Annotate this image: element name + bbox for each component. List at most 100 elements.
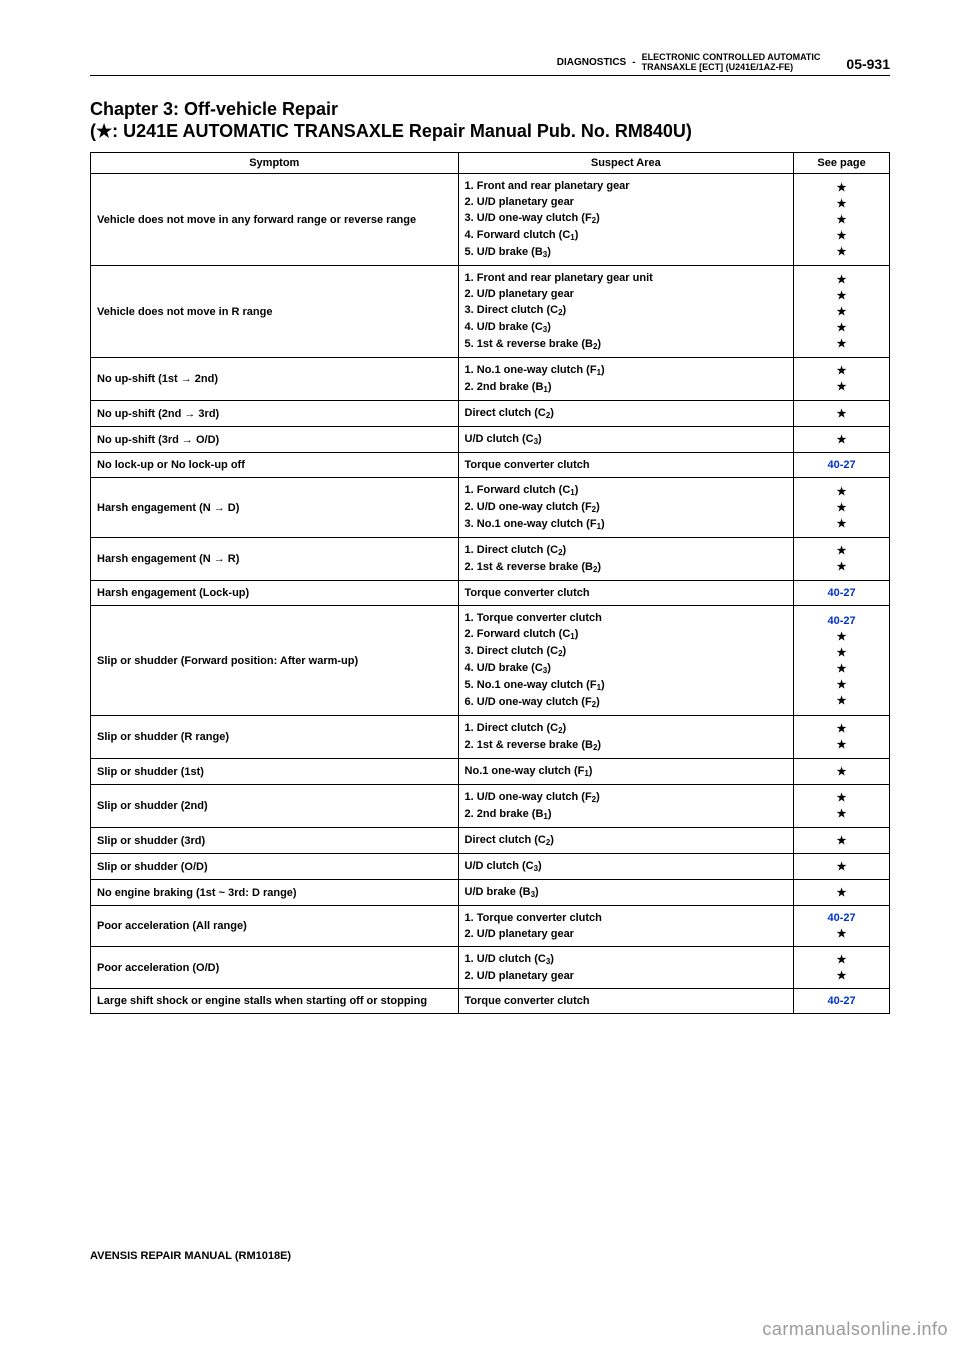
- chapter-line-1: Chapter 3: Off-vehicle Repair: [90, 98, 890, 120]
- table-row: Large shift shock or engine stalls when …: [91, 989, 890, 1014]
- star-icon: ★: [800, 406, 883, 422]
- star-icon: ★: [800, 926, 883, 942]
- star-icon: ★: [800, 484, 883, 500]
- suspect-item: 1. Front and rear planetary gear: [465, 178, 788, 194]
- star-icon: ★: [800, 952, 883, 968]
- page-ref-link[interactable]: 40-27: [800, 457, 883, 473]
- star-icon: ★: [800, 379, 883, 395]
- page-ref-link[interactable]: 40-27: [800, 910, 883, 926]
- star-icon: ★: [800, 432, 883, 448]
- star-icon: ★: [800, 543, 883, 559]
- symptom-cell: No up-shift (2nd → 3rd): [91, 401, 459, 427]
- suspect-item: Direct clutch (C2): [465, 405, 788, 422]
- suspect-item: 3. Direct clutch (C2): [465, 302, 788, 319]
- star-icon: ★: [800, 212, 883, 228]
- page-ref-link[interactable]: 40-27: [800, 613, 883, 629]
- page-ref-link[interactable]: 40-27: [800, 585, 883, 601]
- suspect-item: 1. Torque converter clutch: [465, 610, 788, 626]
- header-right: ELECTRONIC CONTROLLED AUTOMATIC TRANSAXL…: [642, 52, 821, 72]
- table-row: No up-shift (3rd → O/D)U/D clutch (C3)★: [91, 427, 890, 453]
- star-icon: ★: [800, 721, 883, 737]
- suspect-cell: 1. Forward clutch (C1)2. U/D one-way clu…: [458, 478, 794, 538]
- symptom-cell: Harsh engagement (N → D): [91, 478, 459, 538]
- suspect-item: Direct clutch (C2): [465, 832, 788, 849]
- table-row: Slip or shudder (Forward position: After…: [91, 606, 890, 716]
- table-row: Slip or shudder (O/D) U/D clutch (C3) ★: [91, 854, 890, 880]
- star-icon: ★: [800, 859, 883, 875]
- star-icon: ★: [800, 320, 883, 336]
- suspect-cell: 1. Direct clutch (C2)2. 1st & reverse br…: [458, 538, 794, 581]
- table-row: No engine braking (1st ~ 3rd: D range)U/…: [91, 880, 890, 906]
- suspect-item: 3. U/D one-way clutch (F2): [465, 210, 788, 227]
- star-icon: ★: [800, 244, 883, 260]
- page-cell: 40-27: [794, 581, 890, 606]
- suspect-item: 2. 2nd brake (B1): [465, 806, 788, 823]
- suspect-item: 2. U/D planetary gear: [465, 926, 788, 942]
- page-cell: ★★: [794, 358, 890, 401]
- symptom-cell: Harsh engagement (Lock-up): [91, 581, 459, 606]
- page-cell: ★★: [794, 947, 890, 989]
- suspect-item: 5. U/D brake (B3): [465, 244, 788, 261]
- star-icon: ★: [800, 629, 883, 645]
- suspect-item: 4. Forward clutch (C1): [465, 227, 788, 244]
- symptom-cell: Harsh engagement (N → R): [91, 538, 459, 581]
- page-cell: ★: [794, 759, 890, 785]
- page-header: DIAGNOSTICS - ELECTRONIC CONTROLLED AUTO…: [90, 52, 890, 76]
- suspect-cell: 1. U/D one-way clutch (F2)2. 2nd brake (…: [458, 785, 794, 828]
- table-row: Harsh engagement (N → R)1. Direct clutch…: [91, 538, 890, 581]
- page-cell: ★: [794, 427, 890, 453]
- suspect-item: 4. U/D brake (C3): [465, 660, 788, 677]
- suspect-item: 2. 1st & reverse brake (B2): [465, 559, 788, 576]
- chapter-heading: Chapter 3: Off-vehicle Repair (★: U241E …: [90, 98, 890, 142]
- page-ref-link[interactable]: 40-27: [800, 993, 883, 1009]
- table-row: No up-shift (1st → 2nd)1. No.1 one-way c…: [91, 358, 890, 401]
- suspect-cell: 1. Direct clutch (C2)2. 1st & reverse br…: [458, 716, 794, 759]
- symptom-cell: Slip or shudder (O/D): [91, 854, 459, 880]
- suspect-cell: Torque converter clutch: [458, 581, 794, 606]
- suspect-item: 2. Forward clutch (C1): [465, 626, 788, 643]
- symptom-cell: Slip or shudder (2nd): [91, 785, 459, 828]
- suspect-cell: Direct clutch (C2): [458, 401, 794, 427]
- header-separator: -: [632, 57, 635, 68]
- suspect-item: 1. No.1 one-way clutch (F1): [465, 362, 788, 379]
- suspect-item: 2. 2nd brake (B1): [465, 379, 788, 396]
- star-icon: ★: [800, 790, 883, 806]
- suspect-cell: 1. Torque converter clutch2. U/D planeta…: [458, 906, 794, 947]
- star-icon: ★: [800, 336, 883, 352]
- symptom-cell: No lock-up or No lock-up off: [91, 453, 459, 478]
- star-icon: ★: [800, 363, 883, 379]
- suspect-item: 1. Forward clutch (C1): [465, 482, 788, 499]
- page-cell: 40-27★: [794, 906, 890, 947]
- suspect-cell: U/D clutch (C3): [458, 427, 794, 453]
- table-row: Slip or shudder (2nd)1. U/D one-way clut…: [91, 785, 890, 828]
- suspect-item: U/D clutch (C3): [465, 858, 788, 875]
- star-icon: ★: [800, 645, 883, 661]
- suspect-cell: Torque converter clutch: [458, 453, 794, 478]
- table-row: Poor acceleration (All range)1. Torque c…: [91, 906, 890, 947]
- header-title: DIAGNOSTICS - ELECTRONIC CONTROLLED AUTO…: [90, 52, 820, 72]
- page-cell: 40-27: [794, 989, 890, 1014]
- table-row: No up-shift (2nd → 3rd) Direct clutch (C2…: [91, 401, 890, 427]
- suspect-cell: 1. Front and rear planetary gear unit2. …: [458, 266, 794, 358]
- star-icon: ★: [800, 764, 883, 780]
- symptom-cell: Slip or shudder (R range): [91, 716, 459, 759]
- table-row: Poor acceleration (O/D)1. U/D clutch (C3…: [91, 947, 890, 989]
- page-cell: ★★: [794, 538, 890, 581]
- table-body: Vehicle does not move in any forward ran…: [91, 174, 890, 1014]
- suspect-cell: 1. No.1 one-way clutch (F1)2. 2nd brake …: [458, 358, 794, 401]
- suspect-item: 1. Torque converter clutch: [465, 910, 788, 926]
- table-row: Vehicle does not move in R range1. Front…: [91, 266, 890, 358]
- suspect-item: Torque converter clutch: [465, 585, 788, 601]
- header-right-line1: ELECTRONIC CONTROLLED AUTOMATIC: [642, 52, 821, 62]
- page-cell: 40-27★★★★★: [794, 606, 890, 716]
- suspect-item: 2. U/D planetary gear: [465, 968, 788, 984]
- star-icon: ★: [800, 500, 883, 516]
- col-suspect: Suspect Area: [458, 153, 794, 174]
- star-icon: ★: [800, 677, 883, 693]
- page-cell: ★: [794, 880, 890, 906]
- table-row: Vehicle does not move in any forward ran…: [91, 174, 890, 266]
- table-row: No lock-up or No lock-up offTorque conve…: [91, 453, 890, 478]
- footer-text: AVENSIS REPAIR MANUAL (RM1018E): [90, 1250, 291, 1262]
- col-symptom: Symptom: [91, 153, 459, 174]
- star-icon: ★: [800, 737, 883, 753]
